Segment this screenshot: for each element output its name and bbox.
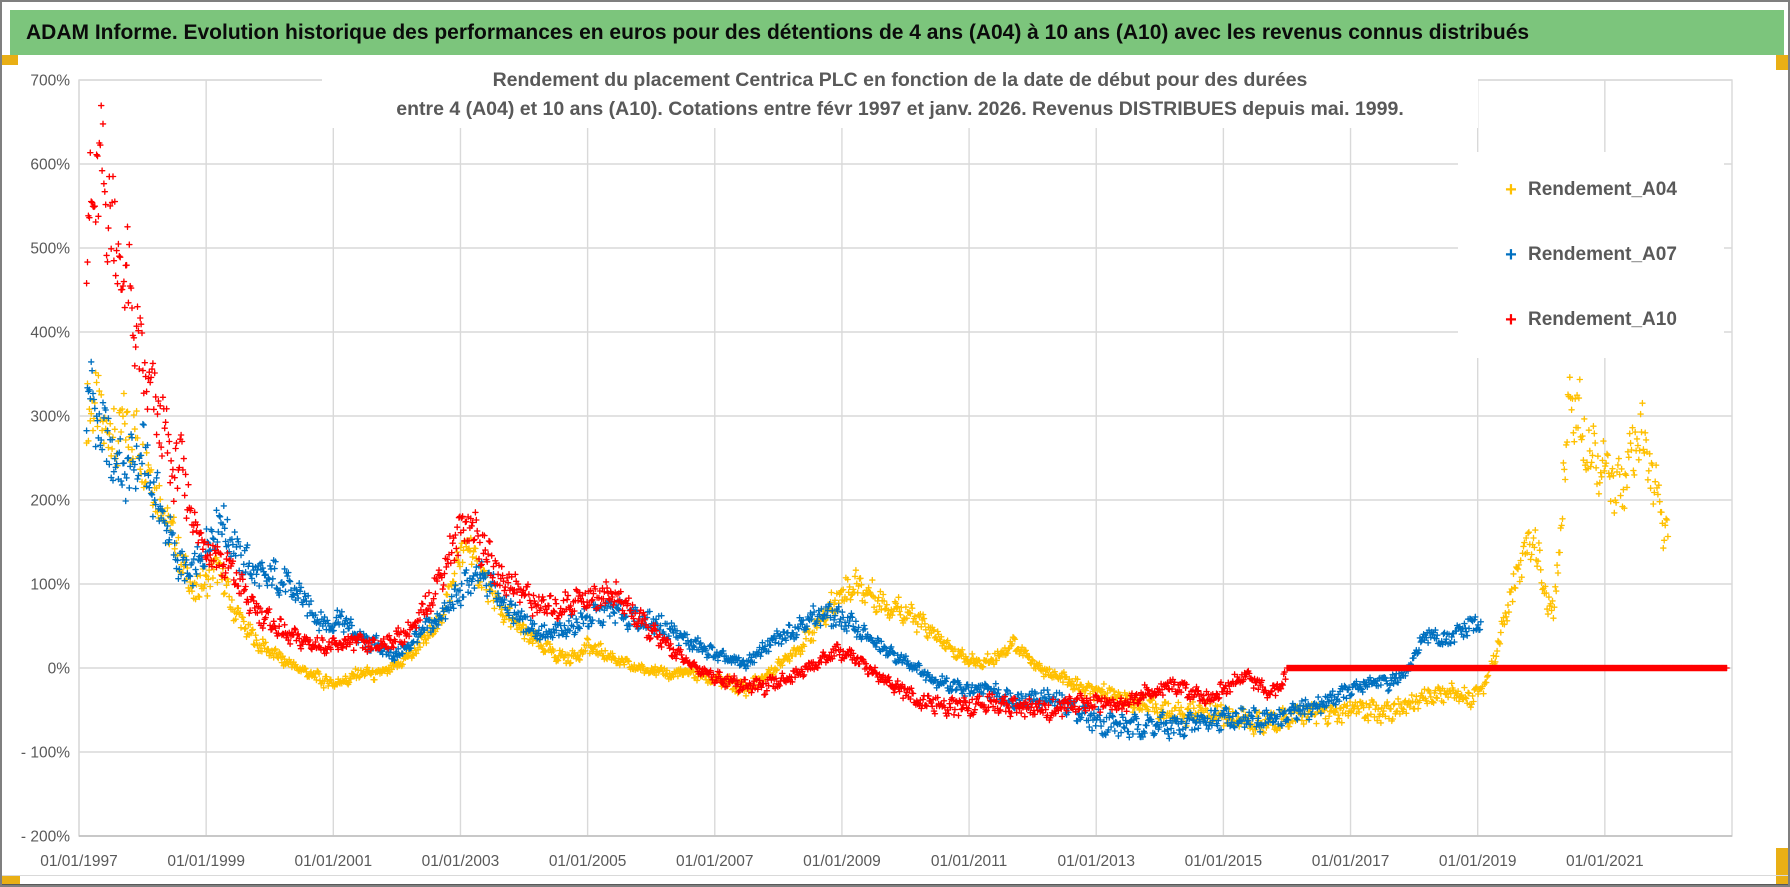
chart-title: Rendement du placement Centrica PLC en f… <box>322 62 1478 128</box>
x-axis-tick-label: 01/01/2013 <box>1057 853 1135 870</box>
x-axis-tick-label: 01/01/2003 <box>422 853 500 870</box>
legend-label-a10: Rendement_A10 <box>1528 308 1677 330</box>
x-axis-tick-label: 01/01/2017 <box>1312 853 1390 870</box>
y-axis-tick-label: 200% <box>30 493 70 510</box>
plus-marker-a10-icon: + <box>1505 308 1517 331</box>
y-axis-tick-label: 500% <box>30 241 70 258</box>
x-axis-tick-label: 01/01/2015 <box>1185 853 1263 870</box>
y-axis-tick-label: 0% <box>48 661 71 678</box>
header-banner: ADAM Informe. Evolution historique des p… <box>10 10 1784 55</box>
y-axis-tick-label: - 100% <box>21 745 70 762</box>
y-axis-tick-label: 600% <box>30 157 70 174</box>
legend-item-rendement-a10: + Rendement_A10 <box>1458 309 1724 331</box>
header-title: ADAM Informe. Evolution historique des p… <box>26 21 1530 44</box>
legend-label-a04: Rendement_A04 <box>1528 179 1677 201</box>
chart-title-line2: entre 4 (A04) et 10 ans (A10). Cotations… <box>396 98 1404 120</box>
x-axis-tick-label: 01/01/2019 <box>1439 853 1517 870</box>
gold-accent-bottom-left <box>2 876 20 885</box>
chart-title-line1: Rendement du placement Centrica PLC en f… <box>492 69 1308 91</box>
x-axis-tick-label: 01/01/2009 <box>803 853 881 870</box>
y-axis-tick-label: 700% <box>30 73 70 90</box>
x-axis-tick-label: 01/01/1997 <box>40 853 118 870</box>
x-axis-tick-label: 01/01/1999 <box>167 853 245 870</box>
x-axis-tick-label: 01/01/2011 <box>931 853 1007 870</box>
x-axis-tick-label: 01/01/2007 <box>676 853 754 870</box>
legend-item-rendement-a04: + Rendement_A04 <box>1458 179 1724 201</box>
gold-accent-top-left <box>2 55 18 65</box>
y-axis-tick-label: 400% <box>30 325 70 342</box>
bottom-frame-bar <box>2 884 1788 885</box>
gold-accent-top-right <box>1776 55 1788 70</box>
legend-label-a07: Rendement_A07 <box>1528 243 1677 265</box>
series-rendement_a10 <box>83 102 1730 724</box>
chart-legend: + Rendement_A04 + Rendement_A07 + Rendem… <box>1458 152 1724 358</box>
plus-marker-a07-icon: + <box>1505 243 1517 266</box>
y-axis-tick-label: - 200% <box>21 829 70 846</box>
x-axis-tick-label: 01/01/2001 <box>295 853 373 870</box>
plus-marker-a04-icon: + <box>1505 179 1517 202</box>
bottom-divider-line <box>2 875 1788 876</box>
y-axis-tick-label: 300% <box>30 409 70 426</box>
legend-item-rendement-a07: + Rendement_A07 <box>1458 244 1724 266</box>
x-axis-tick-label: 01/01/2005 <box>549 853 627 870</box>
y-axis-tick-label: 100% <box>30 577 70 594</box>
x-axis-tick-label: 01/01/2021 <box>1566 853 1644 870</box>
